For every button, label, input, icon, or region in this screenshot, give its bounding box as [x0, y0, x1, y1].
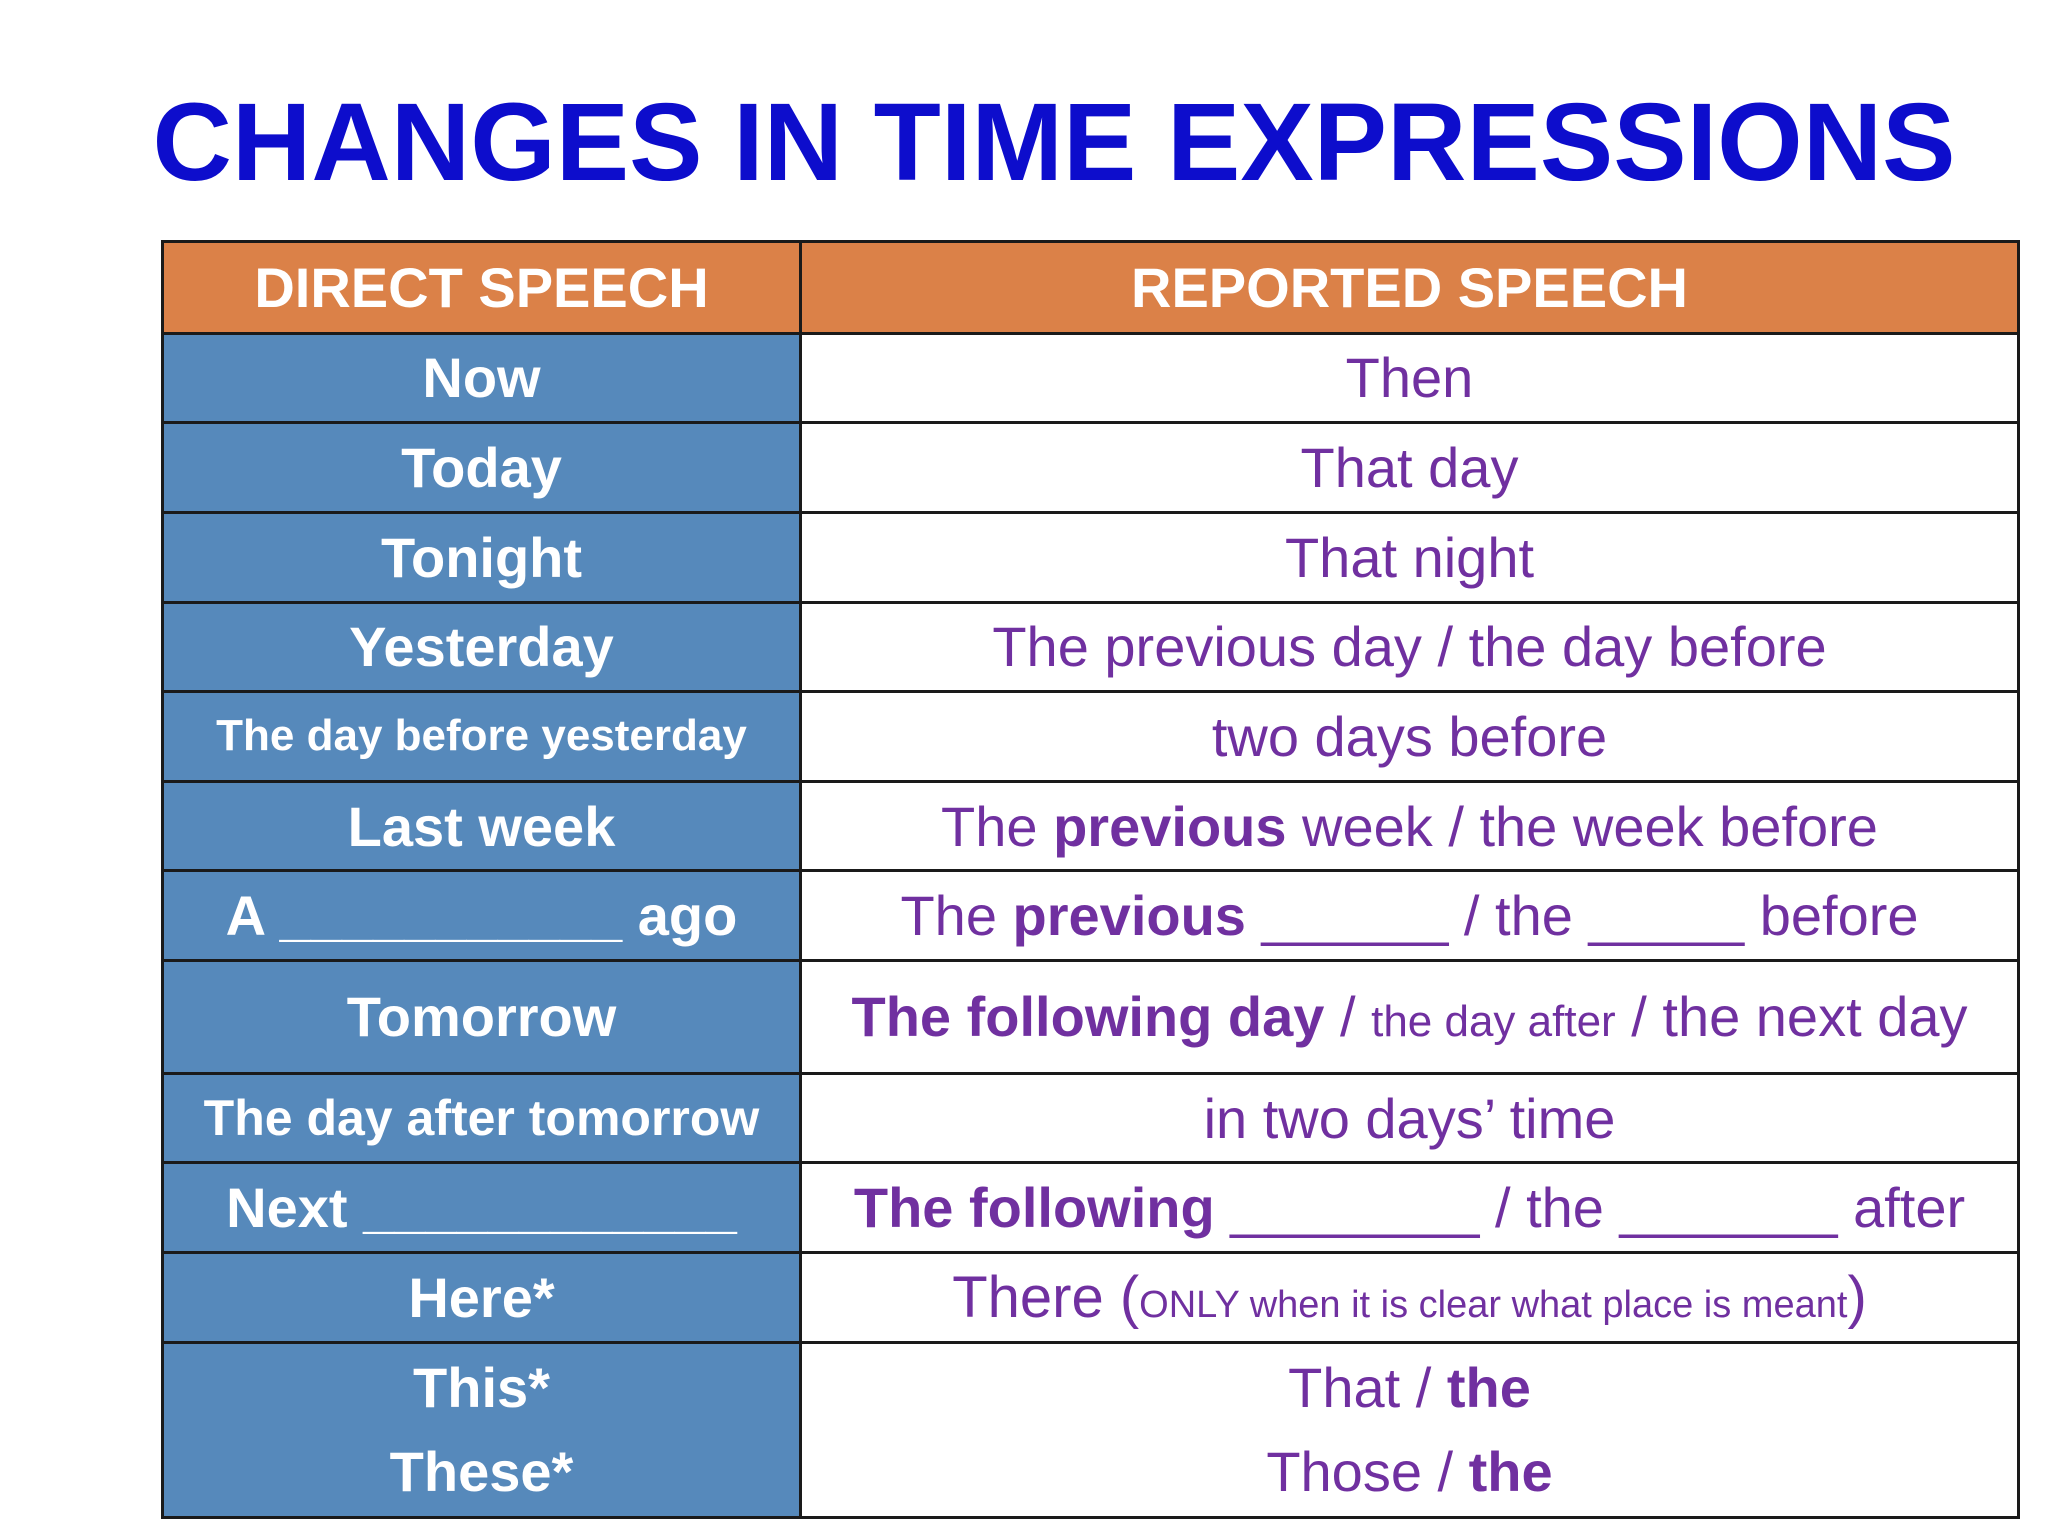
- table-row: A ___________ ago The previous ______ / …: [161, 869, 2020, 963]
- reported-text-bold: previous: [1053, 794, 1287, 858]
- table-row: Tomorrow The following day / the day aft…: [161, 959, 2020, 1075]
- reported-line-those: Those / the: [804, 1430, 2016, 1514]
- direct-cell: Tonight: [161, 510, 802, 604]
- direct-text-this: This*: [413, 1355, 550, 1419]
- direct-cell: Tomorrow: [161, 959, 802, 1075]
- reported-text: That day: [1300, 436, 1519, 500]
- reported-text-bold: The following: [853, 1176, 1215, 1240]
- direct-cell: The day after tomorrow: [161, 1071, 802, 1165]
- reported-text-small: the day after: [1371, 997, 1616, 1047]
- reported-text-bold: the: [1468, 1439, 1553, 1503]
- reported-cell: The previous day / the day before: [799, 600, 2020, 694]
- direct-cell: Today: [161, 421, 802, 514]
- table-row: Yesterday The previous day / the day bef…: [161, 600, 2020, 694]
- table-row: Last week The previous week / the week b…: [161, 779, 2020, 873]
- direct-cell: Yesterday: [161, 600, 802, 694]
- table-row: The day before yesterday two days before: [161, 690, 2020, 783]
- reported-text: ): [1847, 1264, 1867, 1330]
- header-direct-speech: DIRECT SPEECH: [161, 240, 802, 335]
- reported-text-note: ONLY when it is clear what place is mean…: [1139, 1283, 1848, 1326]
- reported-cell: The following ________ / the _______ aft…: [799, 1161, 2020, 1255]
- direct-cell: Next ____________: [161, 1161, 802, 1255]
- direct-text-these: These*: [389, 1439, 574, 1503]
- reported-text: Then: [1345, 346, 1474, 410]
- reported-text: That /: [1288, 1355, 1447, 1419]
- table-row: The day after tomorrow in two days’ time: [161, 1071, 2020, 1165]
- reported-cell: That day: [799, 421, 2020, 514]
- table-row: Tonight That night: [161, 510, 2020, 604]
- reported-cell: The previous ______ / the _____ before: [799, 869, 2020, 963]
- reported-text-bold: The following day: [851, 985, 1325, 1049]
- table-row: Here* There (ONLY when it is clear what …: [161, 1251, 2020, 1344]
- reported-text: That night: [1284, 525, 1535, 589]
- reported-cell: Then: [799, 331, 2020, 425]
- reported-text: The: [900, 884, 1013, 948]
- reported-text: Those /: [1266, 1439, 1469, 1503]
- reported-cell: The previous week / the week before: [799, 779, 2020, 873]
- reported-text: The previous day / the day before: [992, 615, 1827, 679]
- reported-text: ________ / the _______ after: [1214, 1176, 1966, 1240]
- reported-cell: That / the Those / the: [799, 1340, 2020, 1520]
- reported-text: /: [1324, 985, 1372, 1049]
- reported-cell: The following day / the day after / the …: [799, 959, 2020, 1075]
- reported-text: There (: [952, 1264, 1140, 1330]
- direct-cell: Here*: [161, 1251, 802, 1344]
- reported-cell: two days before: [799, 690, 2020, 783]
- time-expressions-table: DIRECT SPEECH REPORTED SPEECH Now Then T…: [161, 240, 2020, 1520]
- reported-text: in two days’ time: [1203, 1086, 1616, 1150]
- reported-cell: That night: [799, 510, 2020, 604]
- reported-text: week / the week before: [1286, 794, 1878, 858]
- table-row: This* These* That / the Those / the: [161, 1340, 2020, 1520]
- reported-cell: There (ONLY when it is clear what place …: [799, 1251, 2020, 1344]
- direct-cell: A ___________ ago: [161, 869, 802, 963]
- reported-text-bold: previous: [1012, 884, 1246, 948]
- reported-text-bold: the: [1446, 1355, 1531, 1419]
- reported-cell: in two days’ time: [799, 1071, 2020, 1165]
- table-header-row: DIRECT SPEECH REPORTED SPEECH: [161, 240, 2020, 335]
- reported-line-that: That / the: [804, 1346, 2016, 1430]
- direct-cell: This* These*: [161, 1340, 802, 1520]
- table-row: Now Then: [161, 331, 2020, 425]
- reported-text: ______ / the _____ before: [1245, 884, 1919, 948]
- direct-cell: Last week: [161, 779, 802, 873]
- direct-cell: The day before yesterday: [161, 690, 802, 783]
- page-title: CHANGES IN TIME EXPRESSIONS: [152, 81, 1956, 204]
- direct-cell: Now: [161, 331, 802, 425]
- table-row: Today That day: [161, 421, 2020, 514]
- reported-text: two days before: [1211, 704, 1608, 768]
- header-reported-speech: REPORTED SPEECH: [799, 240, 2020, 335]
- reported-text: / the next day: [1615, 985, 1968, 1049]
- reported-text: The: [941, 794, 1054, 858]
- time-expressions-table-container: DIRECT SPEECH REPORTED SPEECH Now Then T…: [161, 240, 2020, 1520]
- table-row: Next ____________ The following ________…: [161, 1161, 2020, 1255]
